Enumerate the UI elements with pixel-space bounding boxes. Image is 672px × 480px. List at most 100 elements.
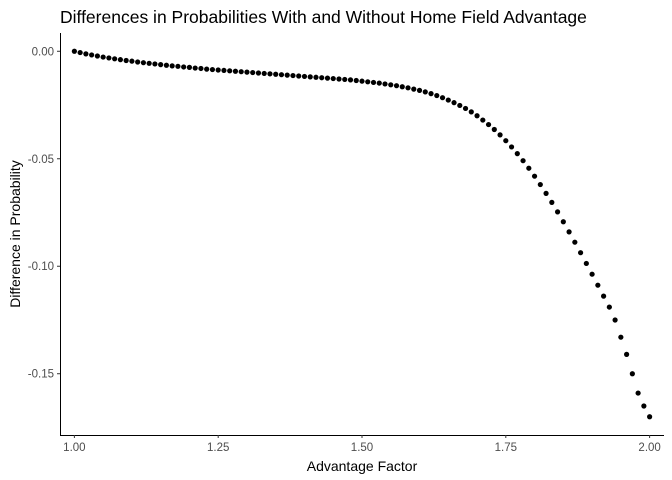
x-tick-label: 1.75: [495, 442, 517, 454]
data-point: [77, 49, 83, 56]
data-point: [572, 239, 578, 245]
data-point: [595, 282, 601, 288]
data-point: [71, 48, 77, 54]
data-point: [537, 181, 543, 188]
data-point: [629, 371, 635, 377]
y-tick-label: 0.00: [32, 46, 54, 58]
data-point: [359, 78, 365, 84]
data-point: [186, 64, 193, 70]
data-point: [175, 63, 181, 69]
data-point: [560, 219, 566, 225]
data-point: [112, 56, 118, 62]
data-point: [485, 121, 492, 128]
y-tick-label: -0.15: [28, 369, 54, 381]
data-point: [146, 60, 152, 66]
data-point: [278, 72, 285, 78]
data-point: [376, 80, 382, 86]
data-point: [284, 72, 290, 78]
data-point: [163, 62, 170, 68]
data-point: [296, 73, 302, 79]
data-point: [411, 86, 417, 92]
data-point: [520, 158, 526, 164]
y-axis-title: Difference in Probability: [7, 160, 23, 308]
data-point: [451, 100, 457, 106]
data-point: [370, 79, 377, 86]
data-point: [480, 117, 486, 123]
data-point: [612, 317, 618, 323]
data-point: [307, 74, 313, 80]
data-point: [129, 58, 135, 64]
y-axis-ticks: 0.00 -0.05 -0.10 -0.15: [28, 46, 60, 381]
data-point: [261, 70, 267, 77]
data-point: [221, 67, 227, 74]
data-point: [117, 57, 123, 63]
data-point: [106, 55, 112, 61]
data-point: [181, 64, 187, 70]
x-axis-title: Advantage Factor: [307, 458, 418, 474]
y-tick-label: -0.10: [28, 261, 54, 273]
data-point: [209, 66, 216, 73]
data-point: [123, 57, 129, 64]
data-point: [365, 79, 371, 85]
data-point: [428, 91, 434, 97]
chart-title: Differences in Probabilities With and Wi…: [60, 7, 587, 27]
data-point: [445, 97, 451, 103]
data-point: [514, 151, 520, 157]
y-tick-label: -0.05: [28, 154, 54, 166]
data-point: [439, 95, 446, 101]
data-point: [232, 68, 239, 74]
data-point: [388, 82, 394, 88]
data-point: [491, 126, 497, 133]
data-point: [273, 71, 279, 77]
data-point: [382, 81, 388, 87]
data-point: [405, 85, 411, 91]
data-point: [135, 59, 141, 65]
data-point: [641, 403, 647, 409]
data-point: [227, 68, 233, 74]
data-point: [244, 69, 250, 75]
data-point: [549, 199, 555, 205]
data-point: [468, 109, 474, 115]
data-point: [336, 76, 342, 82]
data-points: [71, 48, 653, 420]
x-tick-label: 1.25: [207, 442, 229, 454]
data-point: [601, 293, 607, 299]
x-tick-label: 1.00: [63, 442, 85, 454]
data-point: [342, 76, 348, 83]
data-point: [635, 390, 641, 396]
data-point: [140, 60, 147, 66]
data-point: [319, 75, 325, 81]
data-point: [399, 84, 405, 90]
data-point: [89, 52, 95, 58]
data-point: [543, 190, 549, 196]
data-point: [462, 105, 469, 112]
x-tick-label: 1.50: [351, 442, 373, 454]
data-point: [324, 75, 331, 81]
data-point: [255, 70, 262, 76]
data-point: [215, 67, 221, 73]
data-point: [554, 209, 561, 215]
x-tick-label: 2.00: [638, 442, 660, 454]
data-point: [94, 53, 100, 59]
data-point: [497, 132, 503, 138]
data-point: [508, 144, 515, 150]
data-point: [290, 72, 296, 79]
data-point: [301, 73, 308, 80]
data-point: [330, 75, 336, 82]
data-point: [583, 260, 589, 267]
data-point: [647, 414, 653, 420]
data-point: [152, 61, 158, 67]
data-point: [474, 113, 480, 119]
data-point: [83, 51, 89, 57]
data-point: [503, 138, 509, 144]
data-point: [204, 66, 210, 72]
data-point: [250, 69, 256, 76]
data-point: [198, 65, 204, 72]
data-point: [422, 89, 428, 95]
data-point: [566, 229, 572, 235]
data-point: [267, 71, 273, 77]
data-point: [192, 65, 198, 71]
data-point: [531, 173, 538, 179]
data-point: [577, 250, 584, 256]
